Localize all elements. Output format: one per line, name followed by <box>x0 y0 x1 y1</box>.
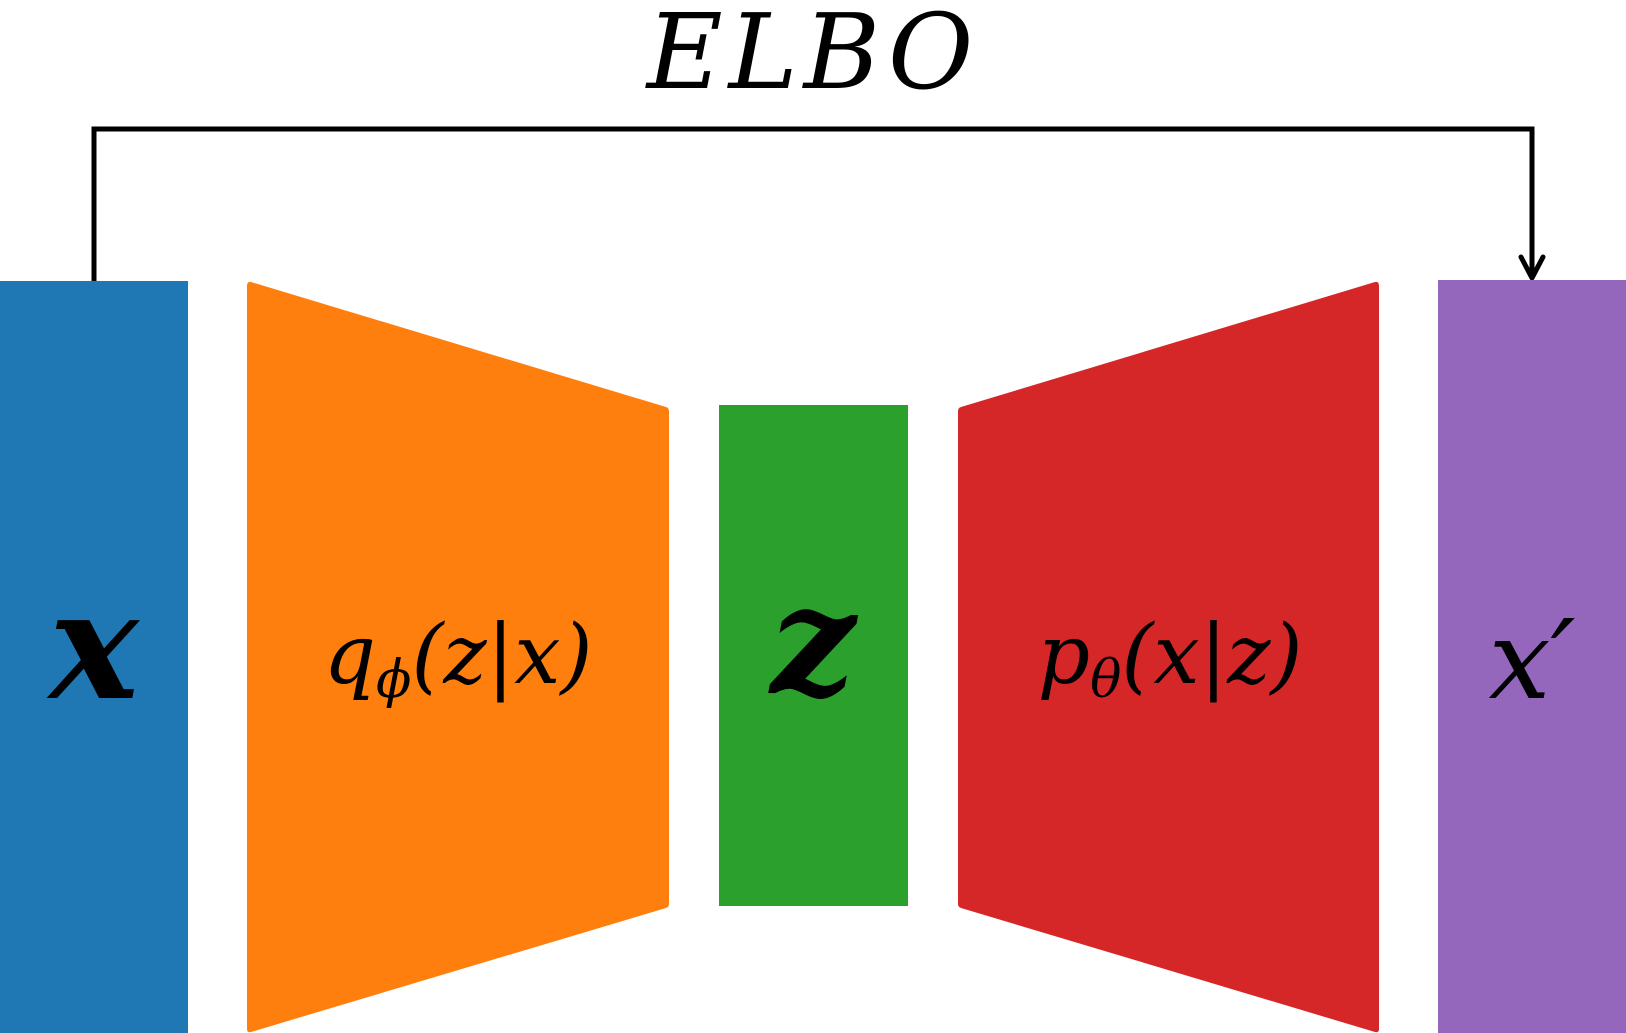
elbo-title: ELBO <box>645 0 980 113</box>
decoder-block <box>958 281 1379 1033</box>
decoder-label: pθ(x|z) <box>1038 608 1303 710</box>
input-label: x <box>46 558 140 734</box>
encoder-block <box>247 281 669 1033</box>
output-label: x′ <box>1488 596 1575 724</box>
elbo-connector-line <box>91 126 1535 281</box>
latent-label: z <box>767 553 858 729</box>
output-block <box>1438 280 1626 1033</box>
input-block <box>0 281 188 1033</box>
latent-block <box>719 405 908 906</box>
encoder-label: qϕ(z|x) <box>323 608 592 710</box>
arrow-head-icon <box>1518 254 1546 281</box>
